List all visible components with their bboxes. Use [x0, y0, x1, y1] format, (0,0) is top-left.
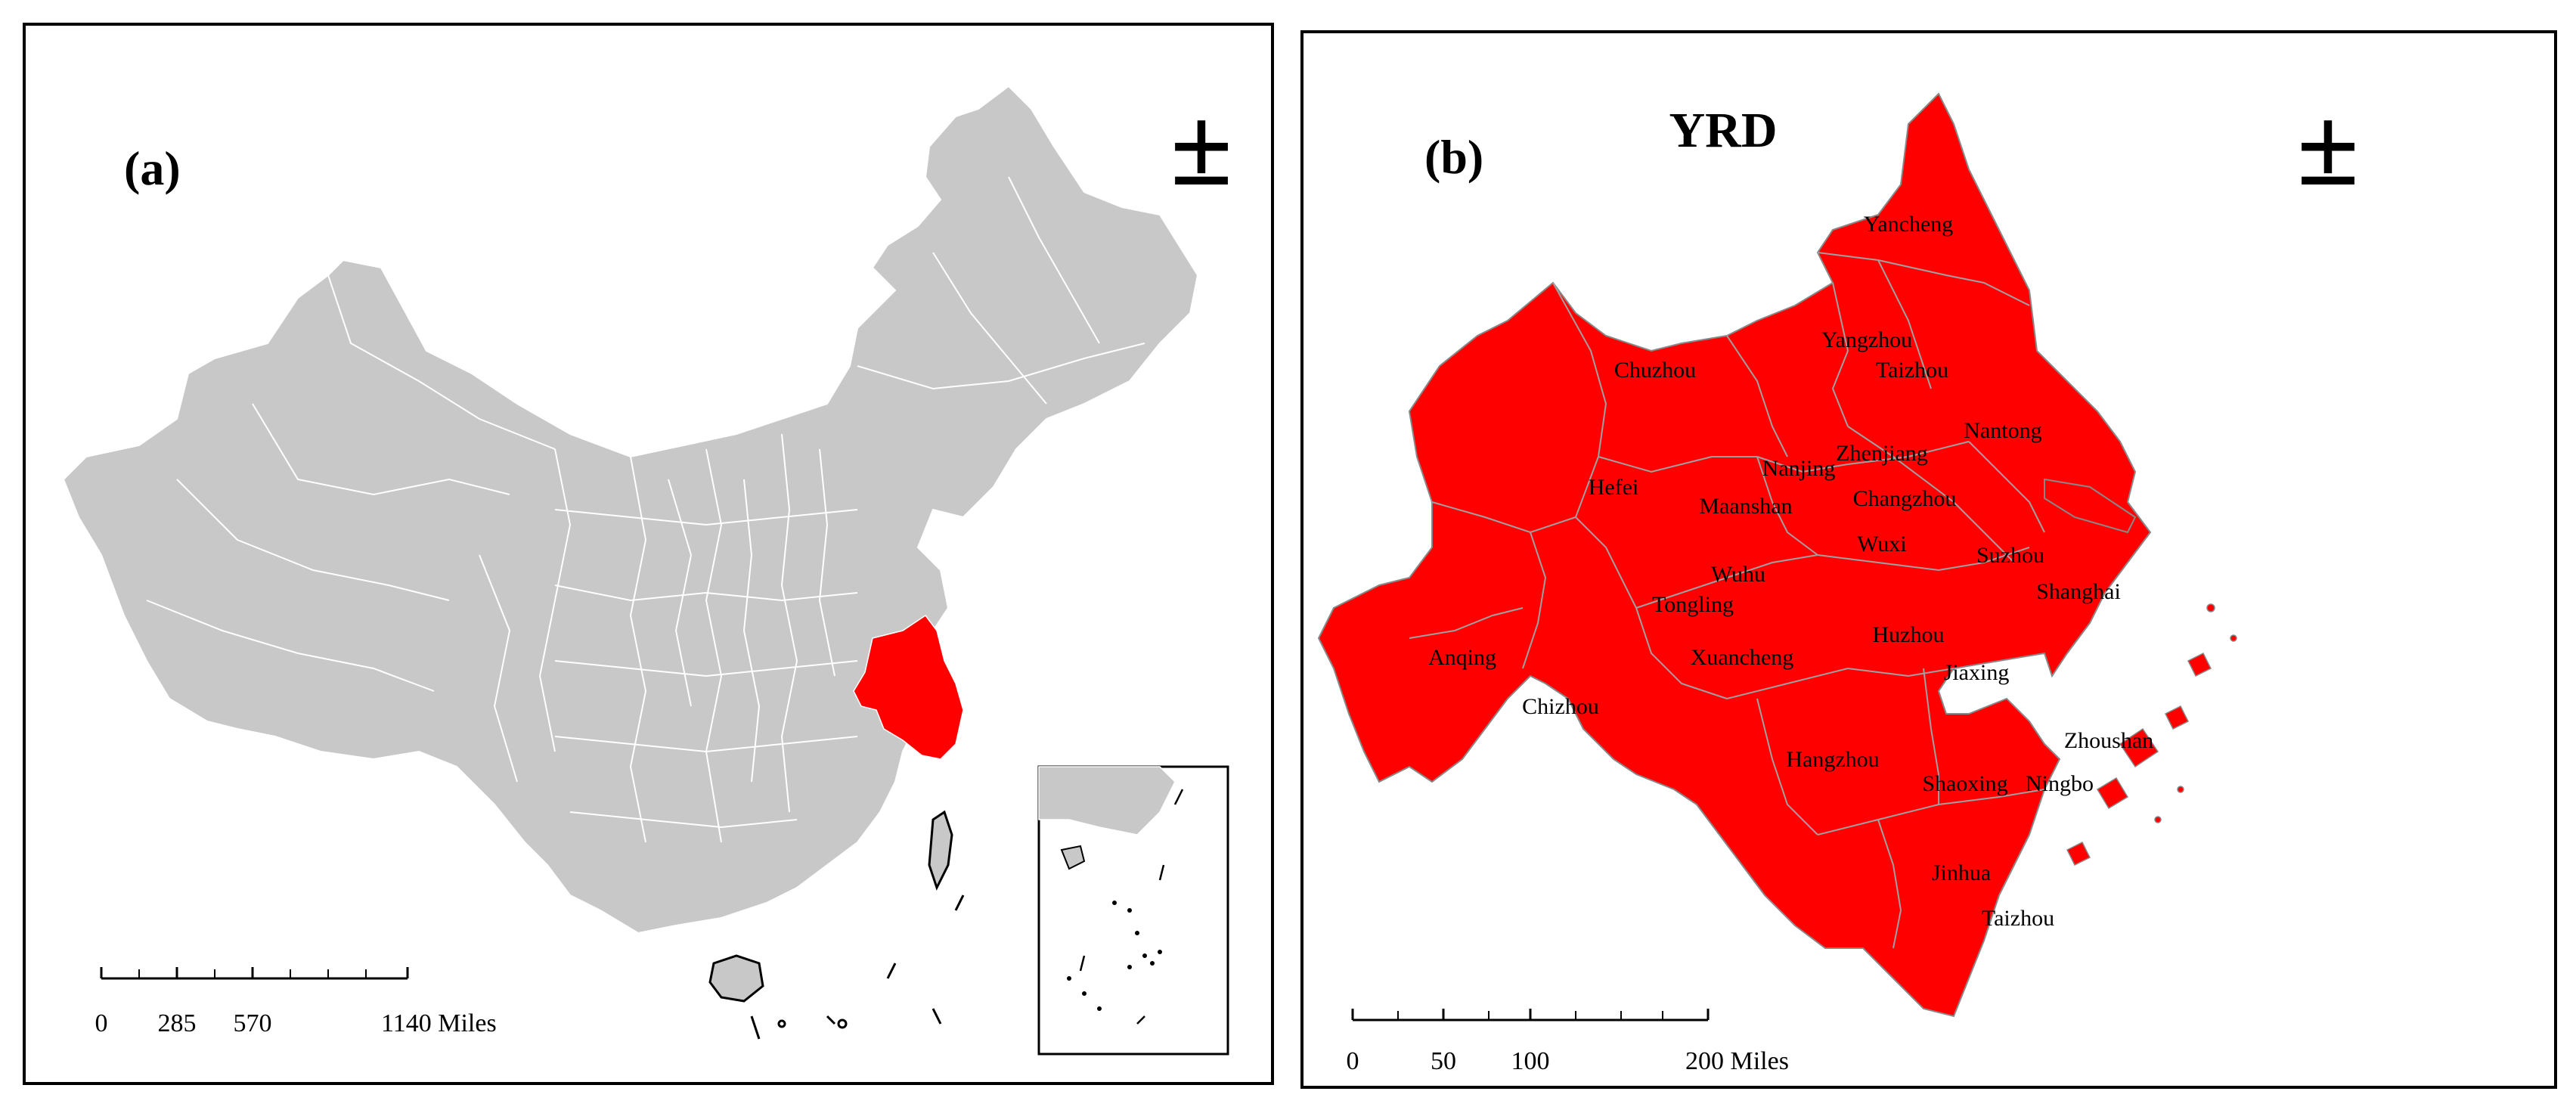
- yrd-detail-panel: Yancheng Yangzhou Taizhou Chuzhou Nanton…: [1300, 30, 2557, 1089]
- scale-tick-label: 0: [95, 1009, 108, 1037]
- map-title: YRD: [1669, 103, 1778, 158]
- scale-bar: 0 50 100 200 Miles: [1347, 1009, 1789, 1075]
- city-label-shanghai: Shanghai: [2036, 579, 2121, 604]
- scale-bar: 0 285 570 1140 Miles: [95, 967, 497, 1037]
- city-label-changzhou: Changzhou: [1853, 486, 1957, 511]
- scale-tick-label: 200 Miles: [1685, 1047, 1789, 1075]
- city-label-jiaxing: Jiaxing: [1944, 660, 2010, 685]
- scale-tick-label: 0: [1347, 1047, 1359, 1075]
- city-label-tongling: Tongling: [1652, 592, 1734, 617]
- city-label-ningbo: Ningbo: [2026, 771, 2094, 796]
- city-label-nanjing: Nanjing: [1762, 456, 1836, 481]
- scale-tick-label: 1140 Miles: [381, 1009, 497, 1037]
- south-sea-islands: [750, 894, 965, 1040]
- city-label-chizhou: Chizhou: [1522, 694, 1599, 719]
- city-label-anqing: Anqing: [1428, 645, 1496, 670]
- city-label-shaoxing: Shaoxing: [1922, 771, 2007, 796]
- city-label-hangzhou: Hangzhou: [1786, 747, 1879, 772]
- yrd-region-highlight: [853, 614, 964, 760]
- city-label-yangzhou: Yangzhou: [1821, 327, 1912, 352]
- city-label-xuancheng: Xuancheng: [1691, 645, 1794, 670]
- city-label-wuhu: Wuhu: [1711, 562, 1765, 587]
- boundary-lines: [146, 176, 1145, 843]
- china-map: (a) ± 0 285 570 1140 Miles: [62, 84, 1232, 1056]
- city-boundaries: [1409, 252, 2045, 949]
- chongming-island: [2044, 478, 2137, 534]
- city-label-zhoushan: Zhoushan: [2064, 728, 2153, 753]
- city-label-nantong: Nantong: [1964, 418, 2041, 443]
- city-label-huzhou: Huzhou: [1873, 622, 1945, 647]
- north-arrow-icon: ±: [2297, 84, 2359, 209]
- yrd-region: [1317, 92, 2152, 1018]
- city-label-taizhou: Taizhou: [1876, 358, 1948, 383]
- china-overview-panel: (a) ± 0 285 570 1140 Miles: [23, 23, 1274, 1085]
- city-label-maanshan: Maanshan: [1699, 494, 1792, 519]
- city-label-yancheng: Yancheng: [1864, 212, 1954, 237]
- scale-tick-label: 100: [1511, 1047, 1550, 1075]
- north-arrow-icon: ±: [1170, 84, 1232, 209]
- panel-b-label: (b): [1424, 130, 1483, 184]
- city-label-zhenjiang: Zhenjiang: [1836, 441, 1928, 466]
- city-label-wuxi: Wuxi: [1857, 532, 1906, 556]
- city-label-jinhua: Jinhua: [1932, 860, 1991, 885]
- city-label-taizhou-zj: Taizhou: [1982, 906, 2054, 931]
- zhoushan-islands: [2066, 603, 2237, 867]
- scale-tick-label: 285: [158, 1009, 197, 1037]
- taiwan-island: [928, 810, 953, 891]
- hainan-island: [708, 954, 764, 1003]
- south-china-sea-inset: [1037, 765, 1229, 1056]
- panel-a-label: (a): [124, 141, 181, 195]
- city-label-suzhou: Suzhou: [1976, 543, 2044, 568]
- scale-tick-label: 570: [234, 1009, 272, 1037]
- city-label-chuzhou: Chuzhou: [1614, 358, 1696, 383]
- yrd-map: Yancheng Yangzhou Taizhou Chuzhou Nanton…: [1317, 84, 2359, 1075]
- scale-tick-label: 50: [1431, 1047, 1456, 1075]
- city-label-hefei: Hefei: [1589, 475, 1639, 500]
